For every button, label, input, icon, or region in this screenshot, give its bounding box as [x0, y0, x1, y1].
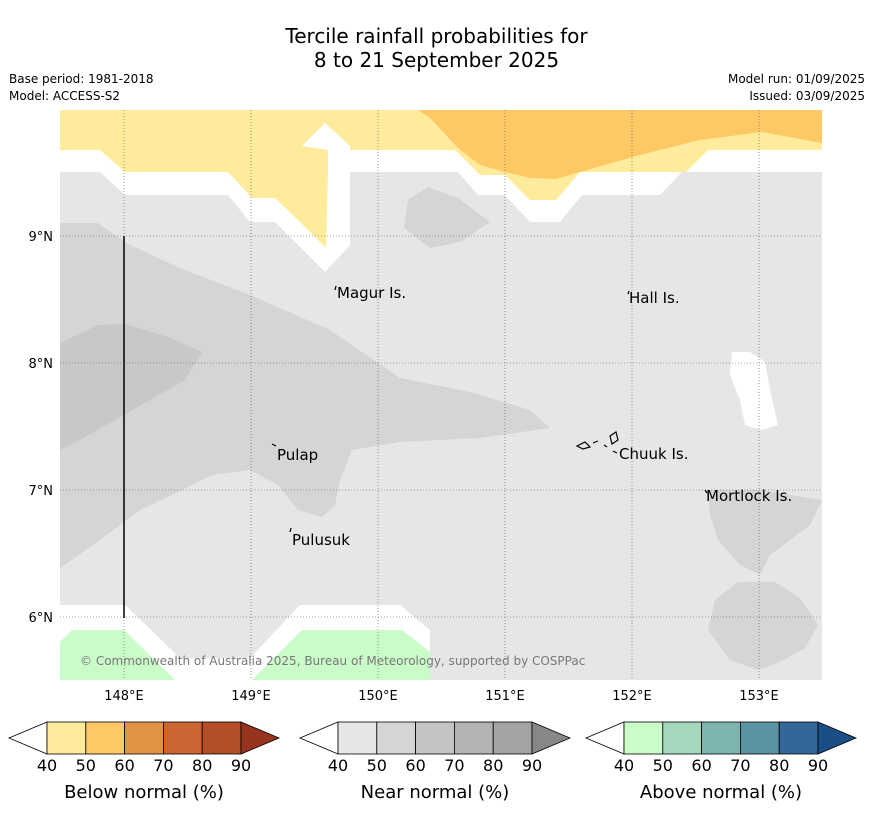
no-dominant-patch-east — [730, 352, 778, 430]
legend-swatch — [740, 721, 780, 755]
legend-tick-label: 60 — [114, 756, 134, 775]
lon-label: 152°E — [612, 689, 652, 704]
island-outlines — [271, 285, 708, 533]
legend-swatch — [124, 721, 164, 755]
legend-tick-label: 50 — [653, 756, 673, 775]
lat-label: 6°N — [29, 611, 54, 626]
legend-tick-label: 80 — [192, 756, 212, 775]
probability-map: Magur Is. Hall Is. Pulap Chuuk Is. Mortl… — [60, 110, 822, 680]
lon-label: 151°E — [485, 689, 525, 704]
legend-min-arrow — [298, 721, 339, 755]
near-normal-50-60-patch — [404, 187, 490, 248]
legend-tick-label: 40 — [37, 756, 57, 775]
legend-min-arrow — [584, 721, 625, 755]
near-normal-50-60-patch — [708, 490, 822, 575]
latitude-labels: 9°N 8°N 7°N 6°N — [29, 230, 54, 626]
legend-title: Near normal (%) — [361, 782, 510, 803]
place-label-hall: Hall Is. — [629, 289, 680, 307]
legend-title: Below normal (%) — [64, 782, 224, 803]
lat-label: 8°N — [29, 357, 54, 372]
legend-swatch — [201, 721, 242, 755]
legend-tick-label: 90 — [231, 756, 251, 775]
copyright-notice: © Commonwealth of Australia 2025, Bureau… — [80, 654, 585, 668]
legend-tick-label: 70 — [153, 756, 173, 775]
legends: 40 50 60 70 80 90 Below normal (%) 40 50 60 70 80 90… — [7, 721, 858, 803]
legend-swatch — [337, 721, 378, 755]
place-label-mortlock: Mortlock Is. — [706, 487, 792, 505]
legend-swatch — [415, 721, 455, 755]
legend-tick-label: 50 — [367, 756, 387, 775]
legend-tick-label: 40 — [614, 756, 634, 775]
model-name: Model: ACCESS-S2 — [9, 89, 121, 103]
lat-label: 9°N — [29, 230, 54, 245]
base-period: Base period: 1981-2018 — [9, 72, 154, 86]
legend-min-arrow — [7, 721, 48, 755]
legend-max-arrow — [817, 721, 858, 755]
legend-tick-label: 80 — [483, 756, 503, 775]
legend-tick-label: 70 — [444, 756, 464, 775]
legend-colorbar: 40 50 60 70 80 90 Below normal (%) — [7, 721, 281, 803]
legend-colorbar: 40 50 60 70 80 90 Above normal (%) — [584, 721, 858, 803]
lon-label: 148°E — [104, 689, 144, 704]
legend-swatch — [623, 721, 664, 755]
map-title-line1: Tercile rainfall probabilities for — [285, 24, 588, 48]
near-normal-50-60-patch — [708, 582, 818, 670]
near-normal-60-70-region — [60, 324, 202, 450]
near-normal-50-60-region — [60, 223, 550, 568]
legend-tick-label: 80 — [769, 756, 789, 775]
lat-label: 7°N — [29, 484, 54, 499]
legend-tick-label: 60 — [691, 756, 711, 775]
place-label-pulap: Pulap — [277, 446, 318, 464]
legend-max-arrow — [240, 721, 281, 755]
legend-tick-label: 40 — [328, 756, 348, 775]
legend-tick-label: 50 — [76, 756, 96, 775]
longitude-labels: 148°E 149°E 150°E 151°E 152°E 153°E — [104, 689, 779, 704]
place-label-pulusuk: Pulusuk — [292, 531, 350, 549]
legend-swatch — [46, 721, 87, 755]
legend-tick-label: 90 — [808, 756, 828, 775]
legend-swatch — [85, 721, 126, 755]
map-title-line2: 8 to 21 September 2025 — [313, 48, 560, 72]
place-label-chuuk: Chuuk Is. — [619, 445, 688, 463]
issued-date: Issued: 03/09/2025 — [749, 89, 865, 103]
legend-tick-label: 70 — [730, 756, 750, 775]
legend-swatch — [701, 721, 741, 755]
legend-tick-label: 90 — [522, 756, 542, 775]
legend-max-arrow — [531, 721, 572, 755]
lon-label: 149°E — [231, 689, 271, 704]
legend-swatch — [492, 721, 533, 755]
legend-title: Above normal (%) — [640, 782, 802, 803]
below-normal-50-60-region — [418, 110, 822, 179]
legend-tick-label: 60 — [405, 756, 425, 775]
legend-swatch — [453, 721, 494, 755]
lon-label: 153°E — [739, 689, 779, 704]
above-normal-region — [60, 630, 175, 680]
place-label-magur: Magur Is. — [337, 284, 406, 302]
below-normal-gap — [302, 123, 350, 172]
legend-swatch — [662, 721, 702, 755]
legend-swatch — [376, 721, 416, 755]
legend-swatch — [778, 721, 819, 755]
legend-swatch — [162, 721, 203, 755]
above-normal-region — [252, 630, 430, 680]
lon-label: 150°E — [358, 689, 398, 704]
legend-colorbar: 40 50 60 70 80 90 Near normal (%) — [298, 721, 572, 803]
model-run: Model run: 01/09/2025 — [727, 72, 865, 86]
